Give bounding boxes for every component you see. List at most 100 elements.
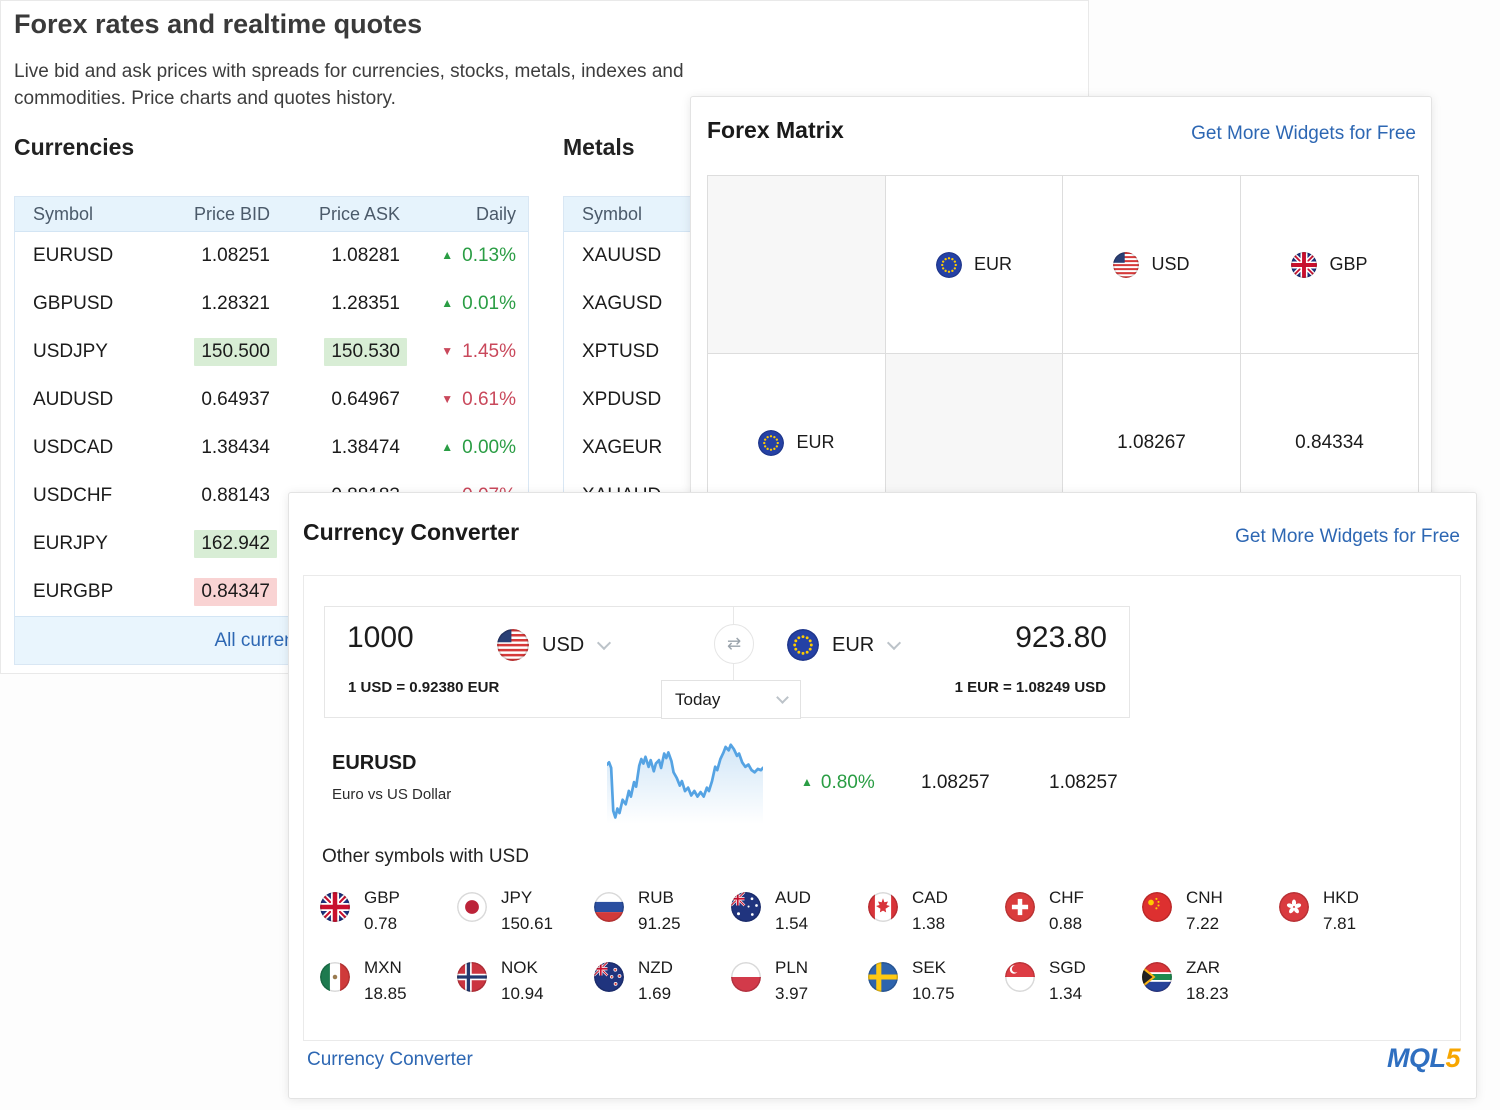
bid-value: 1.38434 xyxy=(201,437,270,458)
symbol-value: 10.75 xyxy=(912,984,955,1003)
symbol-item-NZD[interactable]: NZD 1.69 xyxy=(592,956,729,1014)
symbol-code: AUD xyxy=(775,888,811,907)
flag-us-icon xyxy=(497,629,529,661)
symbol-label: USDCAD xyxy=(33,437,114,458)
currency-row-AUDUSD[interactable]: AUDUSD 0.64937 0.64967 ▼ 0.61% xyxy=(15,376,528,424)
currency-converter-link[interactable]: Currency Converter xyxy=(307,1049,473,1070)
symbol-item-SEK[interactable]: SEK 10.75 xyxy=(866,956,1003,1014)
converter-title: Currency Converter xyxy=(303,519,520,545)
matrix-title: Forex Matrix xyxy=(707,117,844,143)
bid-value: 1.08251 xyxy=(201,245,270,266)
symbol-item-PLN[interactable]: PLN 3.97 xyxy=(729,956,866,1014)
symbol-code: RUB xyxy=(638,888,674,907)
flag-gb-icon xyxy=(1291,251,1318,278)
matrix-col-GBP: GBP xyxy=(1241,176,1419,354)
currency-row-GBPUSD[interactable]: GBPUSD 1.28321 1.28351 ▲ 0.01% xyxy=(15,280,528,328)
flag-se-icon xyxy=(868,962,898,992)
currencies-table-body: EURUSD 1.08251 1.08281 ▲ 0.13% GBPUSD 1.28321 1… xyxy=(15,232,528,616)
symbol-label: GBPUSD xyxy=(33,293,114,314)
col-symbol: Symbol xyxy=(582,203,643,224)
flag-nz-icon xyxy=(594,962,624,992)
currency-row-USDCAD[interactable]: USDCAD 1.38434 1.38474 ▲ 0.00% xyxy=(15,424,528,472)
currencies-table: Symbol Price BID Price ASK Daily EURUSD 1… xyxy=(14,196,529,665)
currencies-heading: Currencies xyxy=(14,134,135,160)
symbol-item-AUD[interactable]: AUD 1.54 xyxy=(729,886,866,944)
symbol-value: 18.85 xyxy=(364,984,407,1003)
symbol-value: 150.61 xyxy=(501,914,553,933)
flag-no-icon xyxy=(457,962,487,992)
flag-sg-icon xyxy=(1005,962,1035,992)
symbol-item-CHF[interactable]: CHF 0.88 xyxy=(1003,886,1140,944)
symbol-label: USDJPY xyxy=(33,341,108,362)
symbol-code: NOK xyxy=(501,958,538,977)
conversion-box: 1000 1 USD = 0.92380 EUR USD ⇄ EUR 923.8… xyxy=(324,606,1130,719)
flag-eu-icon xyxy=(935,251,962,278)
flag-us-icon xyxy=(1113,251,1140,278)
flag-pl-icon xyxy=(731,962,761,992)
symbol-item-ZAR[interactable]: ZAR 18.23 xyxy=(1140,956,1277,1014)
down-triangle-icon: ▼ xyxy=(441,344,454,358)
symbol-code: CNH xyxy=(1186,888,1223,907)
symbol-item-MXN[interactable]: MXN 18.85 xyxy=(318,956,455,1014)
symbol-item-CNH[interactable]: CNH 7.22 xyxy=(1140,886,1277,944)
symbol-item-NOK[interactable]: NOK 10.94 xyxy=(455,956,592,1014)
swap-currencies-button[interactable]: ⇄ xyxy=(714,624,754,664)
converter-body: 1000 1 USD = 0.92380 EUR USD ⇄ EUR 923.8… xyxy=(303,575,1461,1041)
flag-jp-icon xyxy=(457,892,487,922)
get-more-widgets-link[interactable]: Get More Widgets for Free xyxy=(1235,526,1460,547)
symbol-value: 0.88 xyxy=(1049,914,1083,933)
metals-heading: Metals xyxy=(563,134,635,160)
symbol-label: EURUSD xyxy=(33,245,114,266)
symbol-code: MXN xyxy=(364,958,402,977)
up-triangle-icon: ▲ xyxy=(801,775,813,789)
ask-value: 0.64967 xyxy=(331,389,400,410)
symbol-item-RUB[interactable]: RUB 91.25 xyxy=(592,886,729,944)
symbol-value: 1.54 xyxy=(775,914,809,933)
pair-symbol[interactable]: EURUSD xyxy=(332,752,417,774)
chevron-down-icon xyxy=(597,635,612,651)
matrix-col-USD: USD xyxy=(1063,176,1241,354)
get-more-widgets-link[interactable]: Get More Widgets for Free xyxy=(1191,123,1416,144)
symbol-code: SEK xyxy=(912,958,947,977)
date-select-value: Today xyxy=(675,689,721,709)
other-symbols-heading: Other symbols with USD xyxy=(322,846,529,867)
symbol-code: CAD xyxy=(912,888,948,907)
symbol-item-SGD[interactable]: SGD 1.34 xyxy=(1003,956,1140,1014)
ask-value: 1.28351 xyxy=(331,293,400,314)
from-currency-select[interactable]: USD xyxy=(497,629,612,661)
from-rate-label: 1 USD = 0.92380 EUR xyxy=(348,679,500,696)
symbol-item-HKD[interactable]: HKD 7.81 xyxy=(1277,886,1414,944)
symbol-value: 1.69 xyxy=(638,984,672,1003)
pair-name: Euro vs US Dollar xyxy=(332,786,452,803)
mql5-logo[interactable]: MQL5 xyxy=(1387,1043,1461,1074)
down-triangle-icon: ▼ xyxy=(441,392,454,406)
daily-change: ▲ 0.00% xyxy=(441,437,516,458)
bid-value: 1.28321 xyxy=(201,293,270,314)
symbol-value: 0.78 xyxy=(364,914,398,933)
symbol-label: XPDUSD xyxy=(582,389,662,410)
symbol-label: XPTUSD xyxy=(582,341,660,362)
bid-value: 162.942 xyxy=(165,530,277,558)
other-symbols-grid: GBP 0.78 JPY 150.61 RUB 91.25 AUD 1.54 CAD 1.38 CH… xyxy=(318,886,1448,1014)
matrix-corner-cell xyxy=(708,176,886,354)
chevron-down-icon xyxy=(887,635,902,651)
pair-ask: 1.08257 xyxy=(1049,772,1118,793)
symbol-item-JPY[interactable]: JPY 150.61 xyxy=(455,886,592,944)
symbol-value: 1.34 xyxy=(1049,984,1083,1003)
amount-input[interactable]: 1000 xyxy=(347,621,414,654)
symbol-label: EURJPY xyxy=(33,533,108,554)
symbol-value: 3.97 xyxy=(775,984,809,1003)
date-select[interactable]: Today xyxy=(661,680,801,719)
flag-za-icon xyxy=(1142,962,1172,992)
symbol-item-CAD[interactable]: CAD 1.38 xyxy=(866,886,1003,944)
symbol-item-GBP[interactable]: GBP 0.78 xyxy=(318,886,455,944)
matrix-grid: EUR USD GBP EUR 1.08267 0.84334 xyxy=(707,175,1419,532)
currency-row-USDJPY[interactable]: USDJPY 150.500 150.530 ▼ 1.45% xyxy=(15,328,528,376)
up-triangle-icon: ▲ xyxy=(441,248,454,262)
currencies-table-header: Symbol Price BID Price ASK Daily xyxy=(15,197,528,232)
symbol-value: 18.23 xyxy=(1186,984,1229,1003)
flag-hk-icon xyxy=(1279,892,1309,922)
to-currency-code: EUR xyxy=(832,633,875,656)
currency-row-EURUSD[interactable]: EURUSD 1.08251 1.08281 ▲ 0.13% xyxy=(15,232,528,280)
to-currency-select[interactable]: EUR xyxy=(787,629,902,661)
